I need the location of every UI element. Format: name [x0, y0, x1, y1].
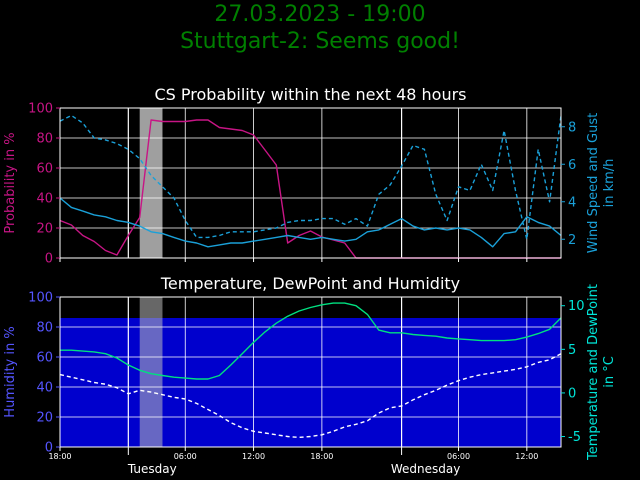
x-tick-label: 06:00 [447, 452, 470, 461]
y-axis-label-right-line2: in km/h [602, 159, 617, 208]
plot-frame [59, 296, 562, 448]
current-time-shade [139, 108, 163, 258]
y-tick-label-left: 0 [45, 441, 53, 456]
y-tick-label-left: 100 [28, 102, 53, 117]
series-line-3 [59, 114, 562, 241]
plot-frame [59, 107, 562, 259]
header-station-status: Stuttgart-2: Seems good! [180, 29, 460, 54]
x-tick-label: 18:00 [48, 452, 71, 461]
header-datetime: 27.03.2023 - 19:00 [214, 2, 426, 27]
series-line-1 [60, 302, 562, 380]
plot-area [60, 108, 561, 258]
y-axis-label-right-line2: in °C [602, 356, 617, 388]
chart-panel-2: Temperature, DewPoint and Humidity 0 20 40 6… [3, 274, 617, 461]
y-tick-label-left: 40 [36, 381, 53, 396]
y-tick-label-left: 40 [36, 192, 53, 207]
series-line-2 [59, 197, 562, 248]
y-tick-label-right: 0 [568, 386, 576, 401]
x-tick-label: 18:00 [310, 452, 333, 461]
chart-panel-1: CS Probability within the next 48 hours 0… [3, 85, 617, 267]
header: 27.03.2023 - 19:00 Stuttgart-2: Seems go… [0, 2, 640, 56]
y-tick-label-right: 6 [568, 158, 576, 173]
y-axis-label-left: Probability in % [3, 132, 18, 233]
y-tick-label-left: 80 [36, 321, 53, 336]
chart-title: CS Probability within the next 48 hours [155, 85, 467, 104]
current-time-shade [139, 297, 163, 447]
day-label: Wednesday [391, 462, 460, 476]
y-axis-label-left: Humidity in % [3, 326, 18, 417]
y-axis-label-right-line1: Wind Speed and Gust [586, 113, 601, 253]
y-tick-label-left: 20 [36, 222, 53, 237]
y-tick-label-left: 60 [36, 162, 53, 177]
x-tick-label: 06:00 [174, 452, 197, 461]
x-tick-label: 12:00 [242, 452, 265, 461]
series-line-2 [59, 353, 562, 439]
x-tick-label: 12:00 [515, 452, 538, 461]
y-tick-label-right: 8 [568, 120, 576, 135]
y-tick-label-left: 20 [36, 411, 53, 426]
chart-title: Temperature, DewPoint and Humidity [160, 274, 460, 293]
day-label: Tuesday [127, 462, 177, 476]
y-axis-label-right-line1: Temperature and DewPoint [586, 284, 601, 461]
y-tick-label-left: 60 [36, 351, 53, 366]
y-tick-label-left: 0 [45, 252, 53, 267]
y-tick-label-left: 100 [28, 291, 53, 306]
y-tick-label-right: 10 [568, 299, 585, 314]
y-tick-label-right: 4 [568, 195, 576, 210]
y-tick-label-right: 5 [568, 343, 576, 358]
y-tick-label-right: -5 [568, 430, 581, 445]
y-tick-label-left: 80 [36, 132, 53, 147]
humidity-area [60, 318, 561, 447]
y-tick-label-right: 2 [568, 233, 576, 248]
